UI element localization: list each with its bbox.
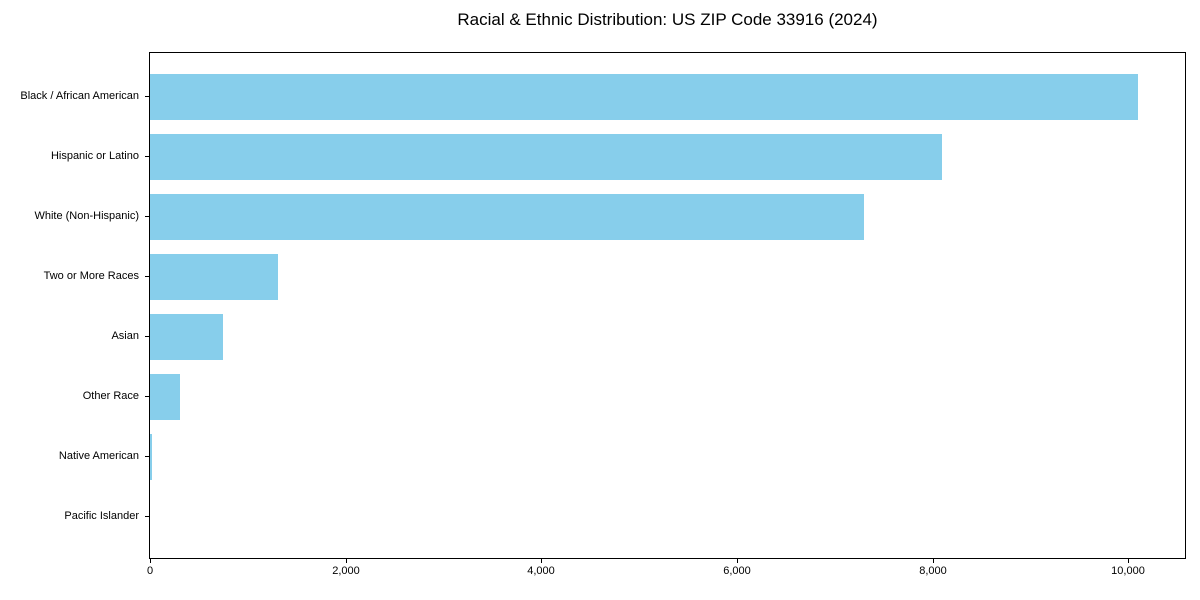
y-tick-mark [145,456,149,457]
bar [150,134,942,180]
x-tick-mark [541,559,542,563]
x-tick-mark [346,559,347,563]
x-tick-mark [737,559,738,563]
bar [150,74,1138,120]
y-tick-mark [145,96,149,97]
x-tick-label: 10,000 [1111,565,1145,577]
y-tick-mark [145,516,149,517]
x-tick-mark [150,559,151,563]
y-tick-mark [145,276,149,277]
x-tick-label: 8,000 [919,565,947,577]
bar [150,374,180,420]
category-label: Hispanic or Latino [50,150,139,162]
category-label: Asian [111,330,139,342]
category-label: Native American [58,450,139,462]
chart-title: Racial & Ethnic Distribution: US ZIP Cod… [457,10,878,29]
category-label: Black / African American [20,90,139,102]
x-tick-label: 4,000 [527,565,555,577]
y-tick-mark [145,216,149,217]
y-tick-mark [145,336,149,337]
category-label: Other Race [82,390,139,402]
x-tick-mark [933,559,934,563]
x-tick-mark [1128,559,1129,563]
bar [150,434,152,480]
bar [150,314,223,360]
y-tick-mark [145,156,149,157]
category-label: Pacific Islander [64,510,139,522]
category-label: White (Non-Hispanic) [34,210,139,222]
bar [150,194,864,240]
x-tick-label: 0 [146,565,154,577]
x-tick-label: 2,000 [332,565,360,577]
y-tick-mark [145,396,149,397]
plot-area [149,52,1186,559]
category-label: Two or More Races [43,270,139,282]
x-tick-label: 6,000 [723,565,751,577]
bar [150,254,278,300]
